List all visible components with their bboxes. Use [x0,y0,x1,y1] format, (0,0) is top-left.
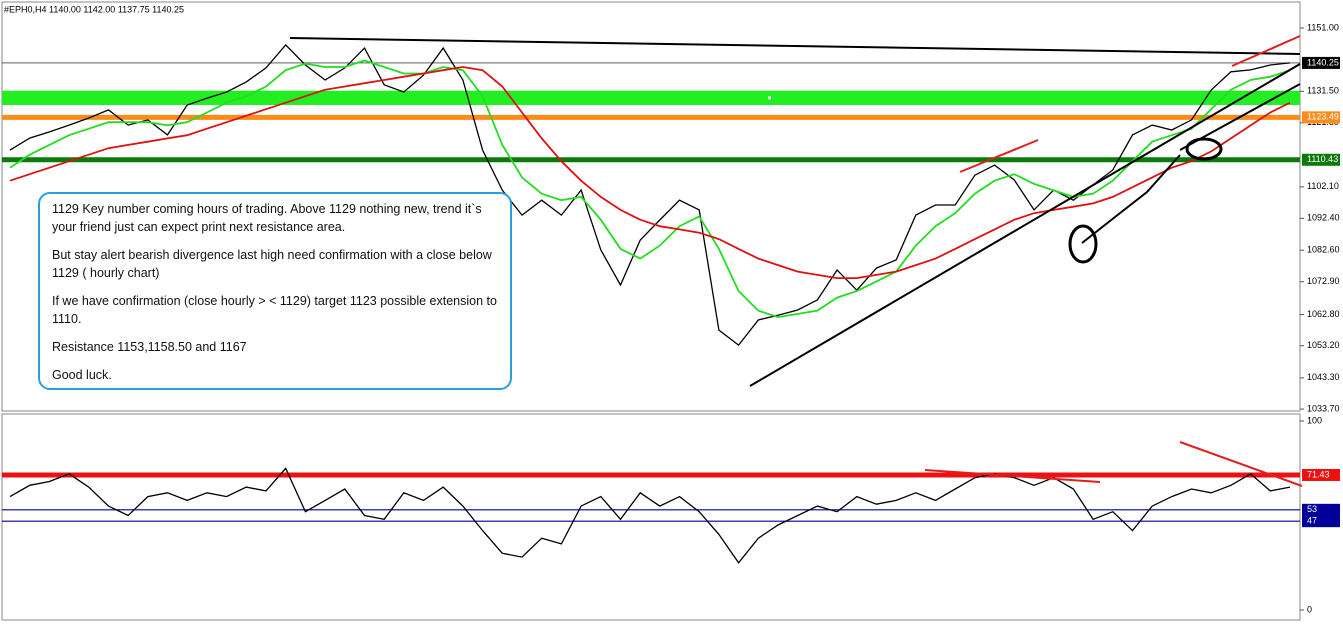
y-tick-label: 1102.10 [1307,181,1339,191]
divergence-line [924,469,1101,483]
trend-line [1081,154,1181,244]
y-tick-label: 1053.20 [1307,340,1340,350]
rsi-panel [1,413,1301,621]
chart-header: #EPH0,H4 1140.00 1142.00 1137.75 1140.25 [4,4,184,14]
level-label-box [1302,153,1340,166]
level-label: 1123.49 [1307,112,1339,122]
y-tick-label: 1131.50 [1307,86,1339,96]
level-label: 53 [1307,504,1317,514]
level-label-box [1302,111,1340,124]
zone-marker [768,96,771,100]
y-tick-label: 1033.70 [1307,403,1340,413]
y-tick-label: 1043.30 [1307,372,1340,382]
y-tick-label: 1151.00 [1307,22,1339,32]
level-label: 47 [1307,516,1317,526]
level-label: 71.43 [1307,469,1330,479]
series-line [9,467,1291,564]
annotation: 1129 Key number coming hours of trading.… [52,202,482,234]
y-tick-label: 1082.60 [1307,245,1340,255]
annotation: If we have confirmation (close hourly > … [52,294,497,326]
price-panel [1,1,1301,412]
level-label-box [1302,468,1340,481]
level-label: 1140.25 [1307,57,1339,67]
y-tick-label: 1092.40 [1307,213,1340,223]
circle [1068,224,1098,264]
level-label-box [1302,503,1340,516]
annotation-box: 1129 Key number coming hours of trading.… [38,192,512,390]
annotation: Good luck. [52,368,112,382]
trend-line [289,37,1301,55]
series-line [9,59,1291,319]
series-line [9,66,1291,279]
y-tick-label: 0 [1307,604,1312,614]
plot-layer [2,43,1300,564]
y-tick-label: 100 [1307,415,1322,425]
series-line [9,43,1291,347]
divergence-line [1179,441,1303,487]
level-label: 1110.43 [1307,154,1338,164]
annotation: Resistance 1153,1158.50 and 1167 [52,340,247,354]
drawings [289,35,1303,487]
zone [2,90,1300,105]
trend-line [749,63,1301,387]
divergence-line [1231,35,1301,67]
y-tick-label: 1072.90 [1307,276,1340,286]
level-label-box [1302,56,1340,69]
level-label-box [1302,515,1340,528]
annotation: But stay alert bearish divergence last h… [52,248,492,280]
circle [1185,137,1223,161]
y-tick-label: 1062.80 [1307,309,1340,319]
divergence-line [959,139,1039,173]
